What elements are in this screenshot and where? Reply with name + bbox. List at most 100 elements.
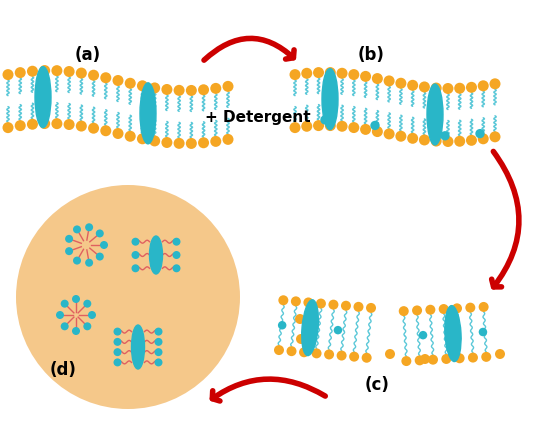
Circle shape — [65, 235, 73, 243]
Circle shape — [15, 121, 26, 132]
Circle shape — [61, 300, 68, 308]
Circle shape — [210, 84, 222, 95]
Circle shape — [27, 66, 38, 78]
Circle shape — [65, 247, 73, 256]
Circle shape — [475, 130, 485, 139]
Circle shape — [354, 302, 363, 312]
Ellipse shape — [149, 237, 162, 274]
Circle shape — [149, 83, 160, 94]
Circle shape — [454, 84, 465, 95]
Circle shape — [325, 68, 336, 79]
Circle shape — [478, 134, 489, 145]
Circle shape — [72, 327, 80, 335]
Circle shape — [223, 82, 233, 93]
Circle shape — [443, 137, 453, 148]
Circle shape — [84, 300, 91, 308]
Circle shape — [348, 70, 360, 81]
Circle shape — [73, 257, 81, 265]
Circle shape — [289, 123, 301, 134]
Circle shape — [114, 349, 121, 356]
Circle shape — [172, 251, 181, 260]
Circle shape — [51, 66, 63, 77]
Circle shape — [428, 355, 438, 365]
Circle shape — [420, 354, 430, 364]
Circle shape — [301, 69, 312, 79]
Circle shape — [39, 66, 50, 77]
Circle shape — [454, 353, 465, 363]
Circle shape — [114, 328, 121, 336]
Circle shape — [443, 84, 453, 95]
Circle shape — [51, 119, 63, 130]
Ellipse shape — [445, 306, 461, 362]
Text: (d): (d) — [50, 360, 77, 378]
Circle shape — [431, 83, 441, 94]
Circle shape — [348, 123, 360, 134]
Circle shape — [155, 328, 162, 336]
Circle shape — [468, 353, 478, 363]
Circle shape — [88, 311, 96, 319]
Circle shape — [372, 74, 383, 85]
Circle shape — [137, 81, 148, 92]
Circle shape — [278, 296, 288, 306]
Circle shape — [88, 123, 99, 135]
Circle shape — [412, 306, 422, 316]
Circle shape — [278, 321, 286, 330]
Circle shape — [88, 71, 99, 82]
Circle shape — [362, 353, 372, 363]
Circle shape — [299, 348, 309, 358]
Circle shape — [495, 349, 505, 359]
Ellipse shape — [140, 84, 156, 145]
Ellipse shape — [35, 67, 51, 128]
Circle shape — [396, 79, 406, 89]
Circle shape — [465, 303, 475, 313]
Circle shape — [337, 351, 347, 361]
Circle shape — [466, 135, 477, 147]
Circle shape — [301, 122, 312, 132]
Circle shape — [114, 358, 121, 367]
Ellipse shape — [322, 69, 338, 130]
Circle shape — [274, 345, 284, 355]
Circle shape — [76, 69, 87, 79]
Circle shape — [384, 129, 395, 140]
Circle shape — [384, 76, 395, 87]
Circle shape — [172, 238, 181, 246]
Circle shape — [419, 135, 430, 146]
Circle shape — [325, 121, 336, 132]
Circle shape — [366, 303, 376, 313]
Circle shape — [3, 123, 13, 134]
Circle shape — [399, 306, 409, 316]
Circle shape — [454, 136, 465, 148]
Circle shape — [186, 86, 197, 97]
Circle shape — [223, 135, 233, 145]
Circle shape — [161, 85, 172, 96]
Circle shape — [15, 68, 26, 79]
Circle shape — [328, 300, 338, 310]
Circle shape — [370, 122, 379, 131]
Circle shape — [479, 302, 489, 312]
Circle shape — [155, 338, 162, 346]
Circle shape — [132, 265, 140, 273]
Text: (b): (b) — [358, 46, 385, 64]
Circle shape — [316, 299, 326, 309]
Circle shape — [174, 85, 185, 97]
Circle shape — [56, 311, 64, 319]
Circle shape — [349, 352, 359, 362]
Circle shape — [186, 138, 197, 150]
Circle shape — [125, 132, 136, 142]
Circle shape — [439, 304, 448, 314]
Circle shape — [137, 134, 148, 145]
Circle shape — [161, 138, 172, 149]
Circle shape — [100, 241, 108, 250]
Circle shape — [96, 230, 104, 238]
Circle shape — [441, 354, 451, 364]
Circle shape — [360, 125, 371, 135]
Circle shape — [76, 121, 87, 132]
Circle shape — [289, 70, 301, 81]
Circle shape — [320, 116, 330, 125]
Circle shape — [303, 298, 313, 308]
Circle shape — [336, 69, 348, 79]
Circle shape — [296, 334, 306, 344]
Circle shape — [489, 79, 501, 90]
Circle shape — [372, 127, 383, 138]
Circle shape — [313, 121, 324, 132]
